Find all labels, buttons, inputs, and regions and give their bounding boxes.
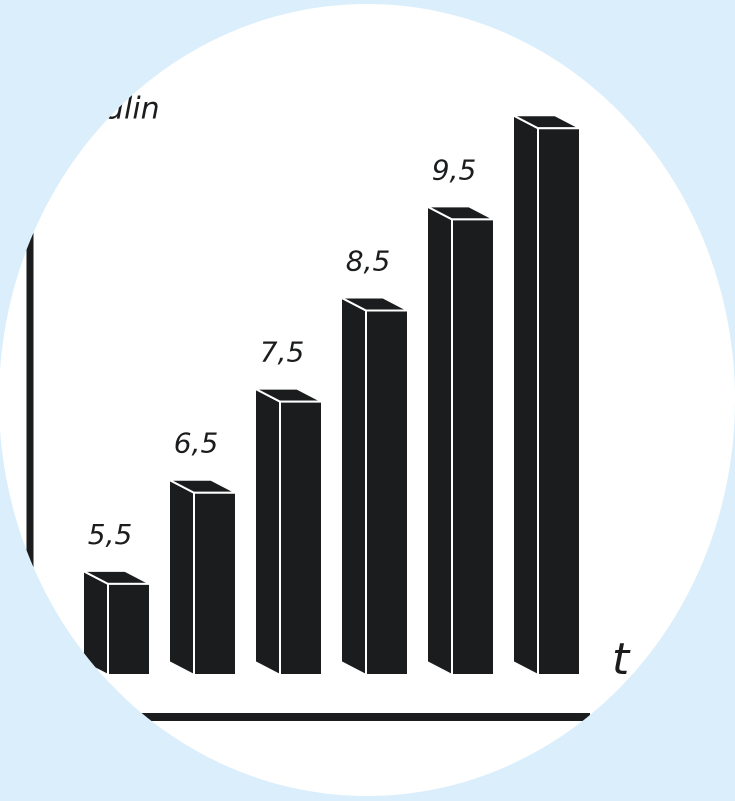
bar-front bbox=[107, 582, 151, 677]
bar-side bbox=[512, 114, 539, 676]
value-label: 9,5 bbox=[432, 153, 477, 186]
bar-front bbox=[193, 491, 237, 677]
bar-side bbox=[168, 478, 195, 676]
value-label: 7,5 bbox=[260, 336, 305, 369]
bar-front bbox=[451, 218, 495, 677]
value-label: 5,5 bbox=[88, 518, 133, 551]
bar-side bbox=[340, 296, 367, 676]
bar-front bbox=[365, 309, 409, 676]
x-axis-label: t bbox=[612, 634, 631, 685]
bar-side bbox=[82, 569, 109, 676]
bar-front bbox=[279, 400, 323, 676]
bar-side bbox=[426, 205, 453, 676]
y-axis-label: insulin bbox=[62, 92, 160, 127]
value-label: 6,5 bbox=[174, 427, 219, 460]
bar-front bbox=[537, 127, 581, 676]
value-label: 8,5 bbox=[346, 244, 391, 277]
bar-side bbox=[254, 387, 281, 676]
